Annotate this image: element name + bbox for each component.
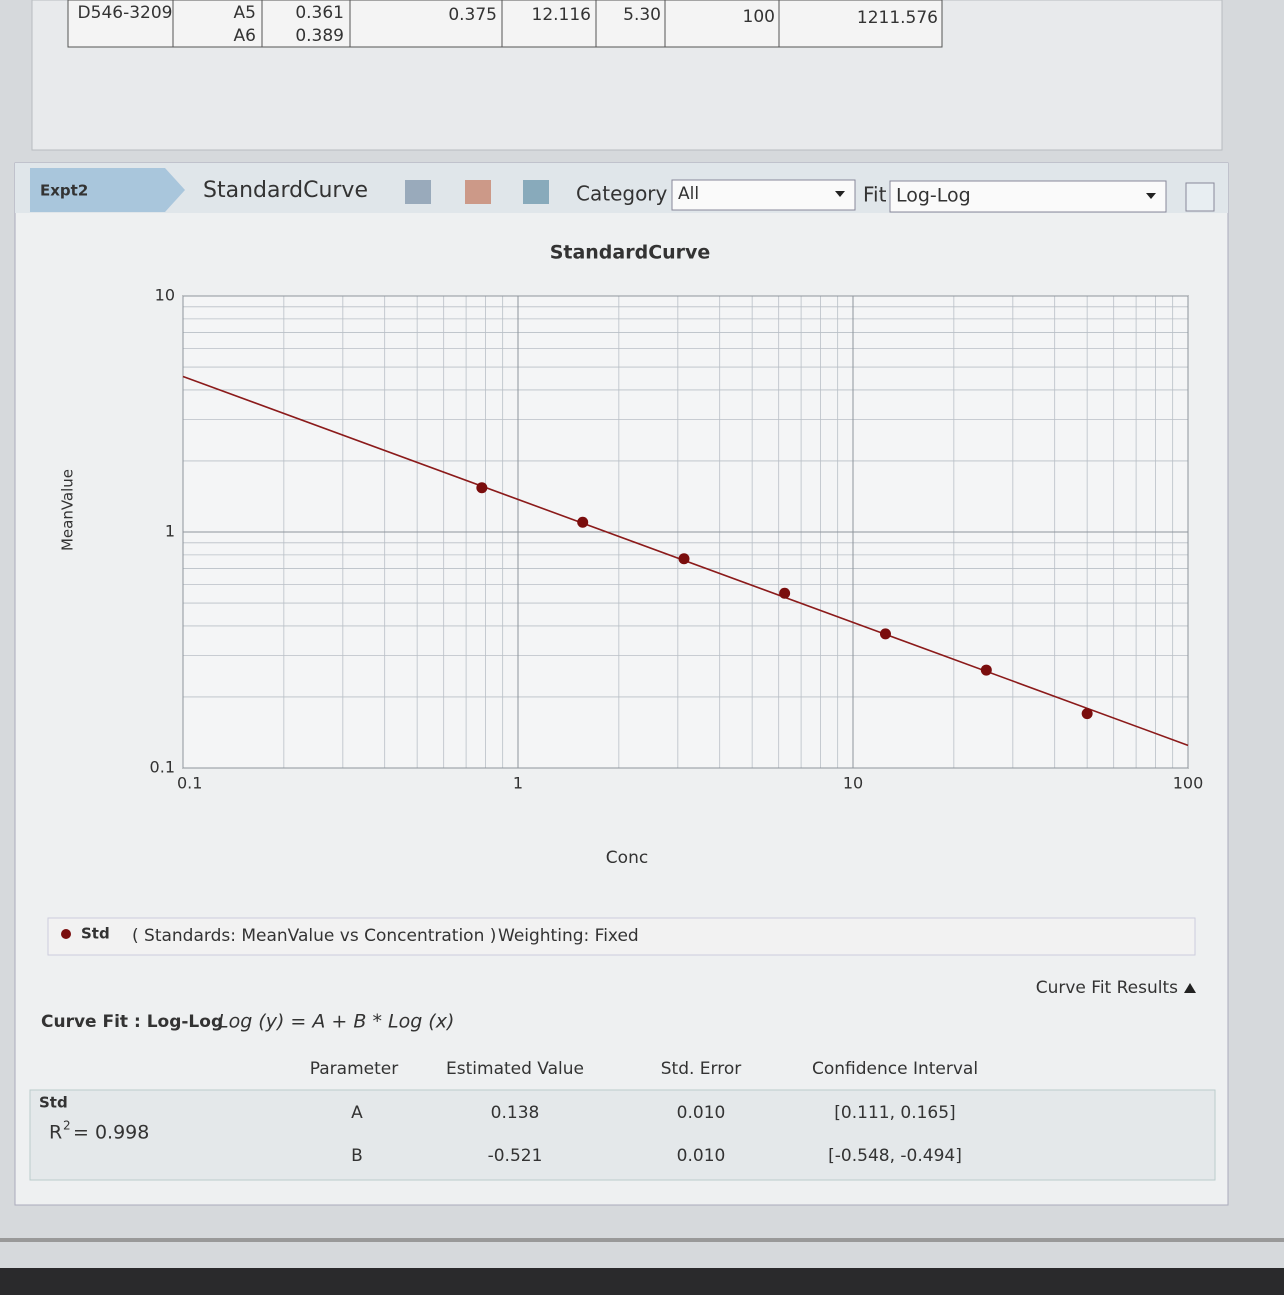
r2-symbol: R — [49, 1122, 62, 1144]
category-label: Category — [576, 182, 668, 206]
results-toggle[interactable]: Curve Fit Results — [1036, 978, 1178, 998]
data-point — [879, 628, 891, 640]
x-tick-label: 0.1 — [177, 774, 202, 793]
tab-shape[interactable] — [30, 168, 185, 212]
r2-value: = 0.998 — [73, 1122, 149, 1144]
column-header: Confidence Interval — [812, 1059, 978, 1079]
x-tick-label: 1 — [513, 774, 523, 793]
y-tick-label: 10 — [155, 286, 175, 305]
icon-button[interactable] — [523, 180, 549, 204]
toggle-arrow[interactable] — [1184, 983, 1196, 993]
result-cell: 0.138 — [491, 1103, 540, 1123]
result-cell: A — [351, 1103, 363, 1123]
y-tick-label: 0.1 — [150, 758, 175, 777]
r2-exponent: 2 — [63, 1119, 71, 1133]
chart-title: StandardCurve — [550, 242, 711, 264]
result-cell: B — [351, 1146, 363, 1166]
chart-panel — [14, 162, 1229, 1206]
data-point — [980, 664, 992, 676]
legend-weighting: Weighting: Fixed — [498, 926, 639, 946]
fit-equation: Log (y) = A + B * Log (x) — [218, 1011, 454, 1033]
legend-series: Std — [81, 925, 110, 943]
cell: D546-3209 — [78, 3, 173, 23]
icon-button[interactable] — [465, 180, 491, 204]
x-axis-label: Conc — [606, 848, 648, 868]
cell: A5 — [234, 3, 256, 23]
curve-button[interactable] — [1185, 182, 1215, 212]
cell: 0.375 — [448, 5, 497, 25]
view-title: StandardCurve — [203, 178, 368, 203]
data-point — [1081, 708, 1093, 720]
result-cell: 0.010 — [677, 1146, 726, 1166]
results-table — [29, 1089, 1216, 1181]
cell: 1211.576 — [857, 8, 938, 28]
legend-box — [47, 917, 1196, 956]
result-cell: [0.111, 0.165] — [834, 1103, 955, 1123]
cell: 0.389 — [295, 26, 344, 46]
dropdown-arrow — [835, 191, 845, 197]
legend-description: ( Standards: MeanValue vs Concentration … — [132, 926, 496, 946]
column-header: Std. Error — [661, 1059, 742, 1079]
y-tick-label: 1 — [165, 522, 175, 541]
fit-label: Fit — [863, 183, 887, 207]
icon-button[interactable] — [405, 180, 431, 204]
column-header: Estimated Value — [446, 1059, 584, 1079]
tab-label[interactable]: Expt2 — [40, 182, 88, 200]
data-table — [67, 0, 943, 48]
data-point — [779, 587, 791, 599]
data-point — [678, 553, 690, 565]
cell: 100 — [743, 7, 775, 27]
fit-value: Log-Log — [896, 185, 971, 207]
group-label: Std — [39, 1094, 68, 1112]
x-tick-label: 10 — [843, 774, 863, 793]
cell: A6 — [234, 26, 256, 46]
result-cell: [-0.548, -0.494] — [828, 1146, 962, 1166]
category-dropdown[interactable] — [671, 179, 856, 211]
data-point — [476, 482, 488, 494]
dropdown-arrow — [1146, 193, 1156, 199]
cell: 12.116 — [532, 5, 591, 25]
fit-dropdown[interactable] — [889, 180, 1167, 213]
data-point — [577, 516, 589, 528]
cell: 5.30 — [623, 5, 661, 25]
y-axis-label: MeanValue — [59, 469, 77, 551]
legend-marker — [61, 929, 71, 939]
x-tick-label: 100 — [1173, 774, 1204, 793]
fit-title: Curve Fit : Log-Log — [41, 1012, 223, 1032]
result-cell: 0.010 — [677, 1103, 726, 1123]
category-value: All — [678, 184, 699, 204]
cell: 0.361 — [295, 3, 344, 23]
divider — [0, 1238, 1284, 1242]
table-dividers — [172, 0, 780, 47]
column-header: Parameter — [310, 1059, 398, 1079]
taskbar — [0, 1268, 1284, 1295]
result-cell: -0.521 — [488, 1146, 543, 1166]
